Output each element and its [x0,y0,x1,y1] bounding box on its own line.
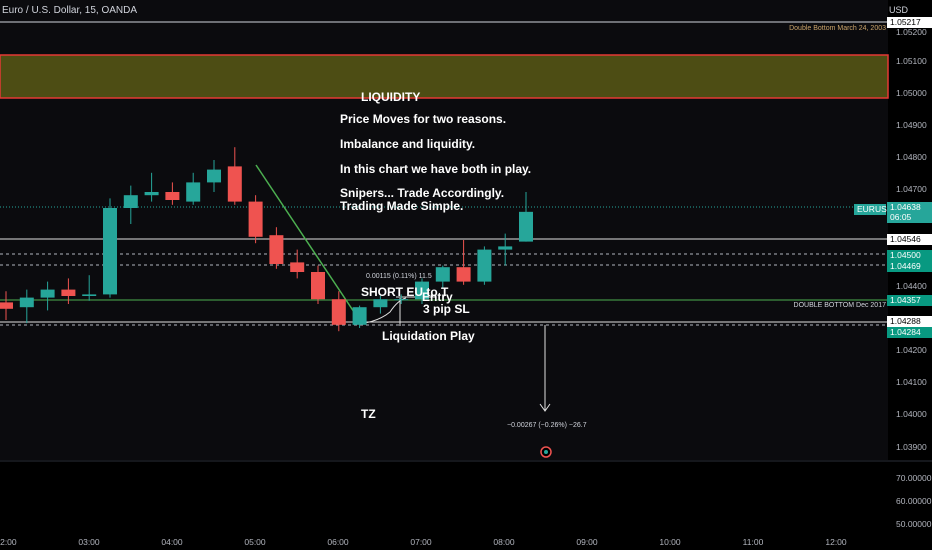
price-label: 1.04200 [896,345,927,355]
candle-body [269,235,284,264]
countdown-tag: 06:05 [887,212,932,223]
candle-body [352,307,367,325]
candle-body [227,166,242,202]
candle-body [40,289,55,298]
candle-body [373,299,388,308]
candle-body [248,201,263,237]
price-label: 1.04100 [896,377,927,387]
price-tag-current: 1.04638 [887,202,932,213]
price-tag-low-1: 1.04288 [887,316,932,327]
candle-body [519,211,533,242]
candle-body [61,289,76,296]
price-label: 1.05000 [896,88,927,98]
price-tag-mid: 1.04546 [887,234,932,245]
candle-body [207,169,221,183]
currency-label: USD [888,5,908,15]
time-label: 03:00 [78,537,100,547]
note-reason-1: Price Moves for two reasons. [340,112,507,126]
candle-body [435,267,450,282]
candle-body [19,297,34,308]
time-label: 07:00 [410,537,432,547]
indicator-label: 50.00000 [896,519,932,529]
indicator-label: 60.00000 [896,496,932,506]
note-reason-5: Trading Made Simple. [340,199,464,213]
time-label: 04:00 [161,537,183,547]
price-label: 1.05100 [896,56,927,66]
time-label: 10:00 [659,537,681,547]
trendline [255,164,363,325]
symbol-title: Euro / U.S. Dollar, 15, OANDA [2,5,138,16]
candle-body [144,192,159,196]
time-label: 08:00 [493,537,515,547]
measure-label: −0.00267 (−0.26%) −26.7 [507,422,587,429]
liquidity-zone [0,54,889,99]
note-reason-3: In this chart we have both in play. [340,162,532,176]
candles-group [0,147,533,332]
time-label: 05:00 [244,537,266,547]
candle-body [394,299,409,301]
liquidity-label: LIQUIDITY [361,90,421,104]
price-label: 1.05200 [896,27,927,37]
price-label: 1.04400 [896,281,927,291]
candle-body [290,262,305,272]
double-bottom-march-label: Double Bottom March 24, 2003 [789,25,886,32]
symbol-tag: EURUSD [854,204,893,215]
price-tag-green-2: 1.04469 [887,261,932,272]
candle-body [331,299,346,325]
price-label: 1.04700 [896,184,927,194]
candle-body [123,195,138,208]
candle-body [456,267,471,282]
candle-body [165,192,180,200]
stats-note: 0.00115 (0.11%) 11.5 [366,273,432,280]
time-label: 12:00 [825,537,847,547]
tz-label: TZ [361,407,376,421]
candle-body [186,182,201,202]
time-label: 06:00 [327,537,349,547]
candle-body [415,281,429,300]
time-label: 09:00 [576,537,598,547]
price-label: 1.03900 [896,442,927,452]
candle-body [0,302,13,309]
price-tag-top: 1.05217 [887,17,932,28]
price-label: 1.04900 [896,120,927,130]
entry-note: Entry [422,290,453,304]
price-label: 1.04800 [896,152,927,162]
candle-body [82,294,97,296]
double-bottom-dec-label: DOUBLE BOTTOM Dec 2017 [793,302,886,309]
short-note: SHORT EU to T [361,285,449,299]
price-label: 1.04000 [896,409,927,419]
candle-body [498,246,513,250]
price-tag-double-bottom: 1.04357 [887,295,932,306]
time-label: 11:00 [742,537,764,547]
time-label: 02:00 [0,537,17,547]
candle-body [103,208,117,295]
note-reason-4: Snipers... Trade Accordingly. [340,186,505,200]
price-tag-low-2: 1.04284 [887,327,932,338]
liquidation-play-label: Liquidation Play [382,329,475,343]
candle-body [311,272,325,300]
note-reason-2: Imbalance and liquidity. [340,137,476,151]
price-tag-green-1: 1.04500 [887,250,932,261]
indicator-label: 70.00000 [896,473,932,483]
candle-body [477,249,492,282]
stop-loss-note: 3 pip SL [423,302,470,316]
